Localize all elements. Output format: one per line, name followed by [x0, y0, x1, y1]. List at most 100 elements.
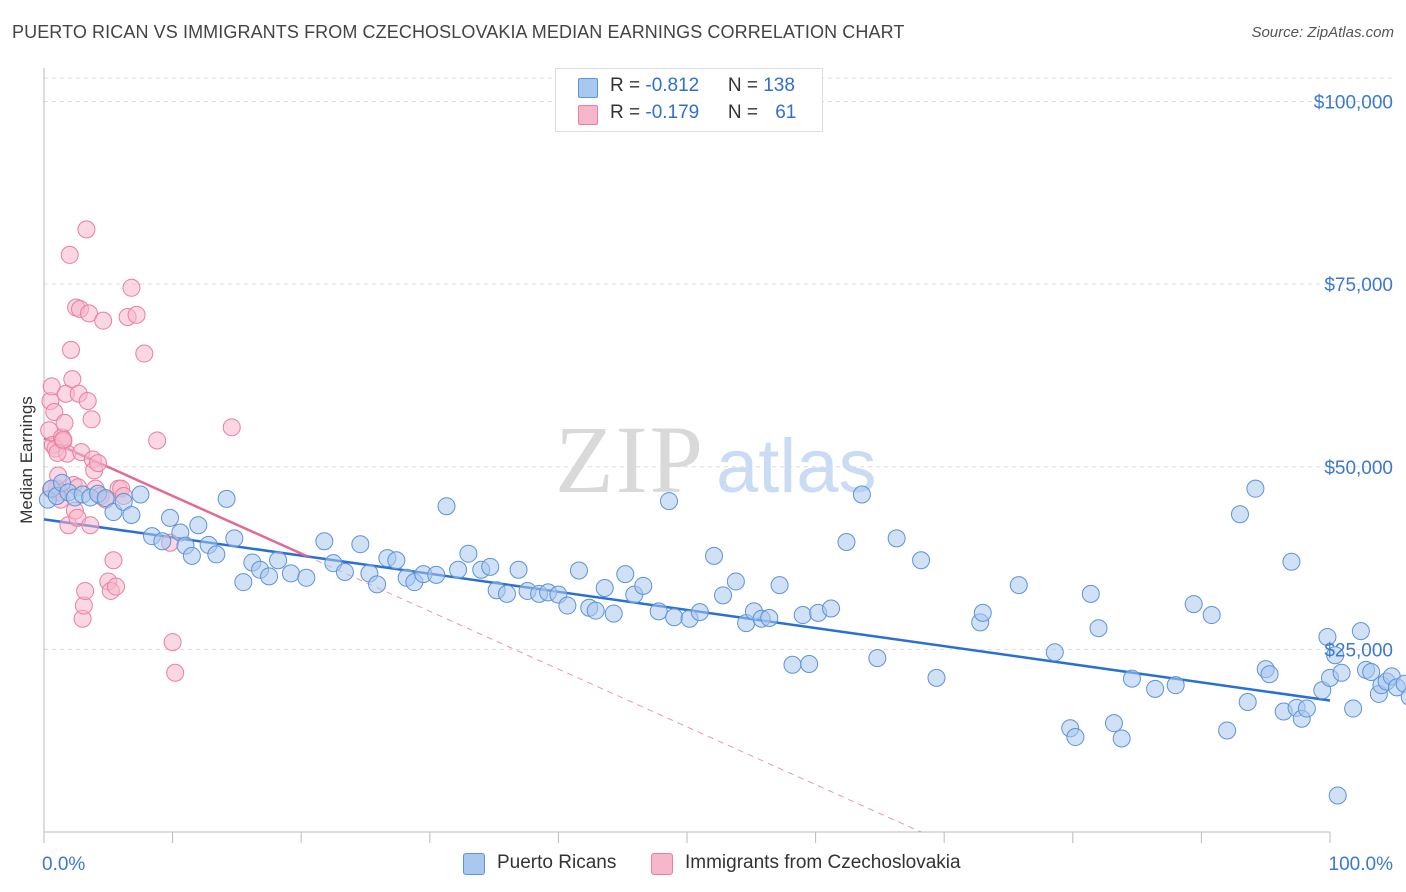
series-puerto-rican-points [38, 473, 1406, 805]
czechoslovakia-point [80, 304, 99, 323]
watermark-zip: ZIP [555, 406, 705, 513]
czechoslovakia-point [81, 516, 100, 535]
correlation-legend: R = -0.812 N = 138 R = -0.179 N = 61 [555, 68, 823, 132]
puerto-rican-point [1081, 584, 1100, 603]
puerto-rican-point [1112, 729, 1131, 748]
source-label: Source: ZipAtlas.com [1251, 24, 1394, 41]
legend-swatch-pink [651, 853, 673, 875]
puerto-rican-point [783, 655, 802, 674]
puerto-rican-point [182, 546, 201, 565]
puerto-rican-point [1344, 699, 1363, 718]
puerto-rican-point [822, 599, 841, 618]
czechoslovakia-point [55, 413, 74, 432]
puerto-rican-point [437, 497, 456, 516]
puerto-rican-point [368, 575, 387, 594]
puerto-rican-point [1104, 714, 1123, 733]
puerto-rican-point [335, 562, 354, 581]
bottom-legend-label: Immigrants from Czechoslovakia [685, 852, 961, 873]
puerto-rican-point [604, 604, 623, 623]
legend-n-label: N = [727, 75, 764, 96]
puerto-rican-point [122, 505, 141, 524]
legend-r-value: -0.812 [645, 75, 700, 96]
puerto-rican-point [509, 560, 528, 579]
puerto-rican-point [1282, 552, 1301, 571]
puerto-rican-point [1332, 663, 1351, 682]
puerto-rican-point [1166, 676, 1185, 695]
puerto-rican-point [281, 564, 300, 583]
puerto-rican-point [114, 492, 133, 511]
czechoslovakia-point [89, 454, 108, 473]
legend-n-label: N = [727, 102, 764, 123]
puerto-rican-point [1122, 669, 1141, 688]
legend-r-value: -0.179 [645, 102, 700, 123]
legend-n-value: 61 [775, 102, 797, 123]
puerto-rican-point [837, 533, 856, 552]
puerto-rican-trend-line [43, 518, 1331, 702]
legend-swatch-pink [578, 105, 598, 125]
puerto-rican-point [260, 567, 279, 586]
puerto-rican-point [868, 649, 887, 668]
puerto-rican-point [217, 489, 236, 508]
puerto-rican-point [616, 565, 635, 584]
x-tick-label: 100.0% [1329, 854, 1394, 875]
puerto-rican-point [927, 668, 946, 687]
puerto-rican-point [1260, 665, 1279, 684]
puerto-rican-point [973, 603, 992, 622]
legend-swatch-blue [578, 78, 598, 98]
puerto-rican-point [1318, 627, 1337, 646]
puerto-rican-point [1009, 576, 1028, 595]
puerto-rican-point [96, 489, 115, 508]
czechoslovakia-point [60, 245, 79, 264]
puerto-rican-point [586, 601, 605, 620]
puerto-rican-point [887, 529, 906, 548]
y-tick-label: $50,000 [1324, 458, 1393, 479]
czechoslovakia-point [82, 410, 101, 429]
puerto-rican-point [595, 579, 614, 598]
puerto-rican-point [1089, 619, 1108, 638]
tick-labels: $25,000 $50,000 $75,000 $100,000 0.0% 100.0% [42, 93, 1393, 875]
puerto-rican-point [234, 573, 253, 592]
czechoslovakia-point [135, 344, 154, 363]
chart-title: PUERTO RICAN VS IMMIGRANTS FROM CZECHOSL… [12, 22, 905, 42]
series-czechoslovakia-points [40, 220, 241, 682]
y-tick-label: $100,000 [1314, 93, 1393, 114]
puerto-rican-point [714, 586, 733, 605]
puerto-rican-point [659, 492, 678, 511]
czechoslovakia-point [222, 418, 241, 437]
puerto-rican-point [1218, 721, 1237, 740]
legend-r-label: R = [610, 102, 646, 123]
puerto-rican-point [569, 561, 588, 580]
puerto-rican-point [1184, 595, 1203, 614]
watermark: ZIP atlas [555, 406, 877, 513]
puerto-rican-point [1230, 505, 1249, 524]
puerto-rican-point [1400, 688, 1406, 706]
czechoslovakia-point [45, 402, 64, 421]
czechoslovakia-point [148, 431, 167, 450]
puerto-rican-point [793, 606, 812, 625]
puerto-rican-point [760, 608, 779, 627]
czechoslovakia-point [62, 340, 81, 359]
czechoslovakia-point [122, 278, 141, 297]
watermark-atlas: atlas [716, 424, 877, 509]
legend-r-label: R = [610, 75, 646, 96]
puerto-rican-point [351, 535, 370, 554]
puerto-rican-point [1066, 728, 1085, 747]
puerto-rican-point [1351, 622, 1370, 641]
puerto-rican-point [497, 584, 516, 603]
bottom-legend-label: Puerto Ricans [497, 852, 617, 873]
czechoslovakia-point [78, 392, 97, 411]
puerto-rican-point [1326, 646, 1345, 665]
puerto-rican-point [770, 576, 789, 595]
puerto-rican-point [387, 551, 406, 570]
puerto-rican-point [1246, 479, 1265, 498]
czechoslovakia-point [166, 663, 185, 682]
puerto-rican-point [912, 551, 931, 570]
puerto-rican-point [665, 608, 684, 627]
czechoslovakia-point [54, 430, 73, 449]
czechoslovakia-point [163, 633, 182, 652]
puerto-rican-point [131, 485, 150, 504]
puerto-rican-point [690, 603, 709, 622]
puerto-rican-point [449, 560, 468, 579]
puerto-rican-point [726, 572, 745, 591]
